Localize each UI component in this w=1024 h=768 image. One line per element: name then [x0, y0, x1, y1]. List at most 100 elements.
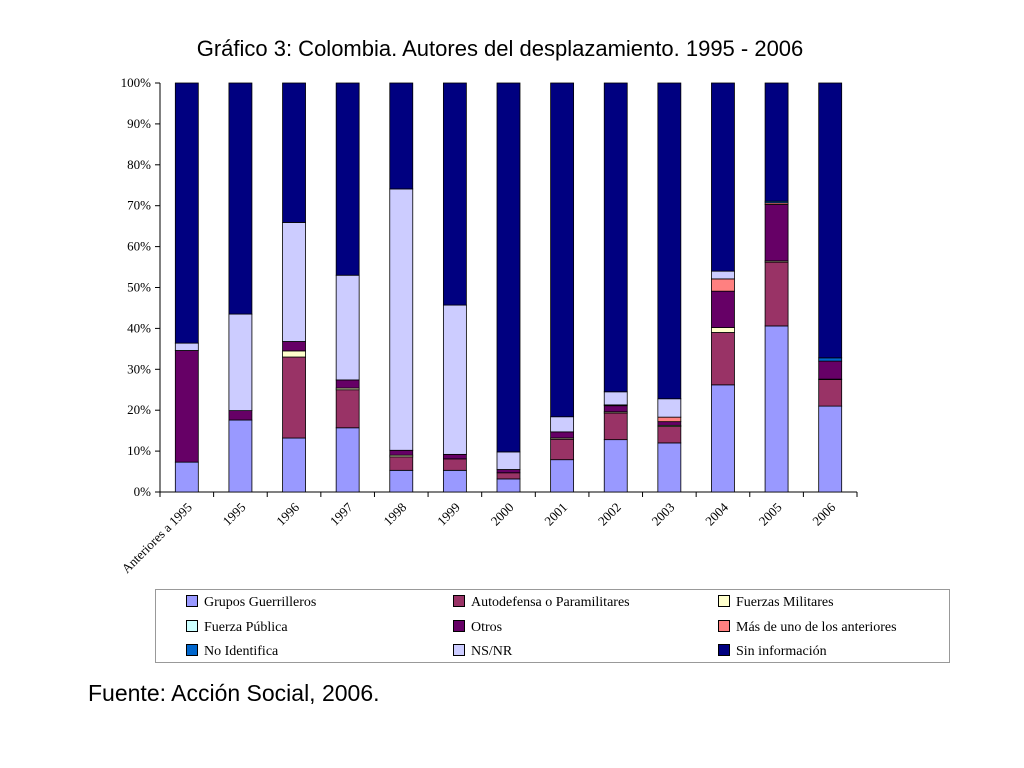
y-tick-label: 50% [127, 280, 151, 295]
bar-segment [282, 350, 306, 358]
bar-segment [282, 341, 306, 352]
bar-segment [389, 449, 414, 456]
y-tick-label: 0% [134, 484, 152, 499]
legend-swatch [186, 620, 198, 632]
bar-segment [764, 82, 789, 202]
bar-segment [818, 82, 843, 359]
bar-segment [550, 416, 575, 433]
bar-segment [174, 82, 199, 344]
y-tick-label: 10% [127, 443, 151, 458]
x-tick-label: 1999 [434, 500, 463, 529]
legend-label: No Identifica [204, 644, 279, 659]
bar-segment [711, 270, 735, 280]
bar-segment [711, 332, 735, 386]
y-tick-label: 60% [127, 239, 151, 254]
bar-segment [711, 278, 735, 292]
bar-segment [282, 437, 306, 493]
bar-segment [335, 274, 360, 381]
bar-segment [442, 458, 467, 471]
bar-segment [603, 405, 628, 413]
bar-segment [818, 379, 843, 407]
legend-item: Más de uno de los anteriores [718, 620, 897, 636]
legend-label: Fuerza Pública [204, 620, 288, 635]
bar-segment [818, 405, 843, 493]
bar-segment [335, 389, 360, 429]
bar-segment [603, 412, 628, 441]
bar-segment [174, 350, 199, 463]
legend-item: NS/NR [453, 644, 512, 660]
bar-segment [603, 82, 628, 393]
legend-item: No Identifica [186, 644, 278, 660]
bar-segment [335, 379, 360, 389]
legend-label: NS/NR [471, 644, 513, 659]
bar-segment [442, 469, 467, 493]
bar-segment [550, 438, 575, 461]
bar-segment [174, 342, 199, 351]
legend-item: Fuerza Pública [186, 620, 288, 636]
bar-segment [496, 469, 521, 474]
legend-label: Más de uno de los anteriores [736, 620, 897, 635]
bar-segment [442, 82, 467, 306]
y-tick-label: 100% [121, 75, 152, 90]
bar-segment [282, 356, 306, 439]
bar-segment [335, 82, 360, 276]
bar-segment [603, 439, 628, 493]
legend-swatch [186, 644, 198, 656]
x-tick-label: 2002 [595, 500, 624, 529]
legend-swatch [453, 595, 465, 607]
legend-swatch [718, 644, 730, 656]
x-tick-label: 1995 [220, 500, 249, 529]
bar-segment [711, 384, 735, 493]
legend-item: Grupos Guerrilleros [186, 595, 316, 611]
bar-segment [174, 461, 199, 493]
chart-legend: Grupos Guerrilleros Autodefensa o Paramil… [155, 589, 950, 663]
legend-swatch [453, 644, 465, 656]
bar-segment [657, 398, 682, 418]
bar-segment [228, 410, 253, 421]
x-tick-label: 2006 [809, 499, 838, 528]
legend-label: Autodefensa o Paramilitares [471, 595, 630, 610]
legend-label: Otros [471, 620, 503, 635]
bar-segment [389, 469, 414, 493]
bar-segment [764, 204, 789, 262]
chart-title: Gráfico 3: Colombia. Autores del desplaz… [196, 36, 804, 61]
legend-item: Otros [453, 620, 502, 636]
legend-swatch [718, 620, 730, 632]
y-tick-label: 40% [127, 320, 151, 335]
bar-segment [550, 431, 575, 439]
bar-segment [442, 453, 467, 460]
bar-segment [818, 357, 843, 362]
x-tick-label: 2000 [488, 500, 517, 529]
bar-segment [228, 313, 253, 412]
legend-item: Fuerzas Militares [718, 595, 834, 611]
bar-segment [657, 416, 682, 423]
bar-segment [657, 426, 682, 444]
source-note: Fuente: Acción Social, 2006. [88, 680, 380, 706]
bar-segment [764, 261, 789, 327]
legend-swatch [453, 620, 465, 632]
bar-segment [389, 82, 414, 190]
bar-segment [389, 188, 414, 451]
bar-segment [711, 327, 735, 333]
x-tick-label: 2001 [541, 500, 570, 529]
bar-segment [550, 459, 575, 493]
bar-segment [603, 391, 628, 406]
legend-item: Autodefensa o Paramilitares [453, 595, 630, 611]
y-tick-label: 20% [127, 402, 151, 417]
x-tick-label: 1996 [273, 499, 302, 528]
bar-segment [657, 82, 682, 400]
x-tick-label: Anteriores a 1995 [118, 500, 194, 576]
bar-segment [496, 82, 521, 453]
bar-segment [496, 478, 521, 493]
bar-segment [657, 442, 682, 493]
legend-swatch [718, 595, 730, 607]
legend-item: Sin información [718, 644, 827, 660]
bar-segment [228, 82, 253, 315]
y-tick-label: 90% [127, 116, 151, 131]
bar-segment [442, 304, 467, 455]
x-tick-label: 2004 [702, 499, 731, 528]
bar-segment [228, 419, 253, 493]
chart-plot: 0% 10% 20% 30% 40% 50% 60% 70% 80% 90% 100% Anterio… [118, 75, 858, 576]
bar-segment [550, 82, 575, 418]
bar-segment [335, 427, 360, 493]
